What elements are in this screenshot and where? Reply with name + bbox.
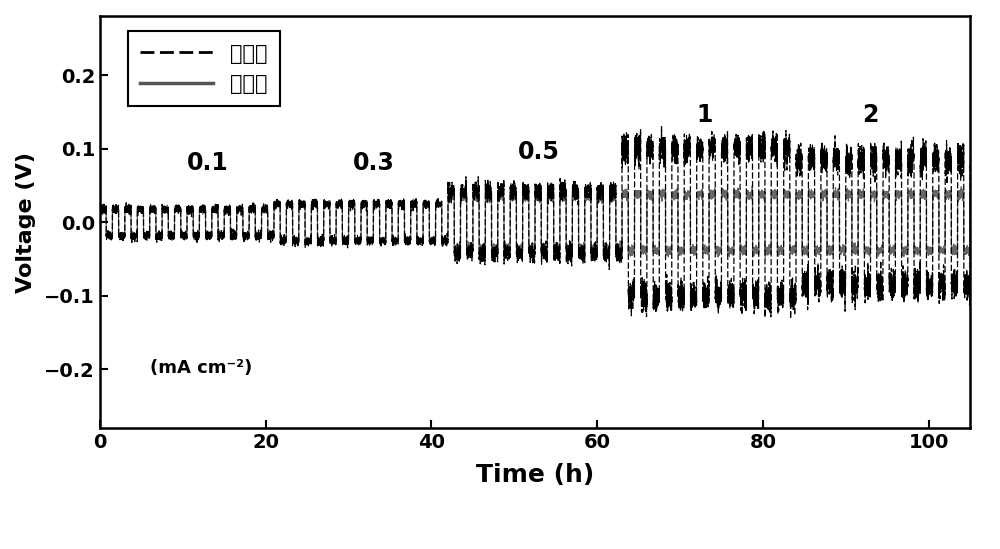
- Legend: 对照组, 实验组: 对照组, 实验组: [128, 31, 280, 107]
- Text: 0.1: 0.1: [187, 150, 229, 175]
- Text: 0.3: 0.3: [352, 150, 394, 175]
- Y-axis label: Voltage (V): Voltage (V): [16, 152, 36, 293]
- Text: (mA cm⁻²): (mA cm⁻²): [150, 358, 252, 377]
- Text: 0.5: 0.5: [518, 139, 560, 164]
- Text: 1: 1: [697, 103, 713, 127]
- Text: 2: 2: [862, 103, 879, 127]
- X-axis label: Time (h): Time (h): [476, 463, 594, 487]
